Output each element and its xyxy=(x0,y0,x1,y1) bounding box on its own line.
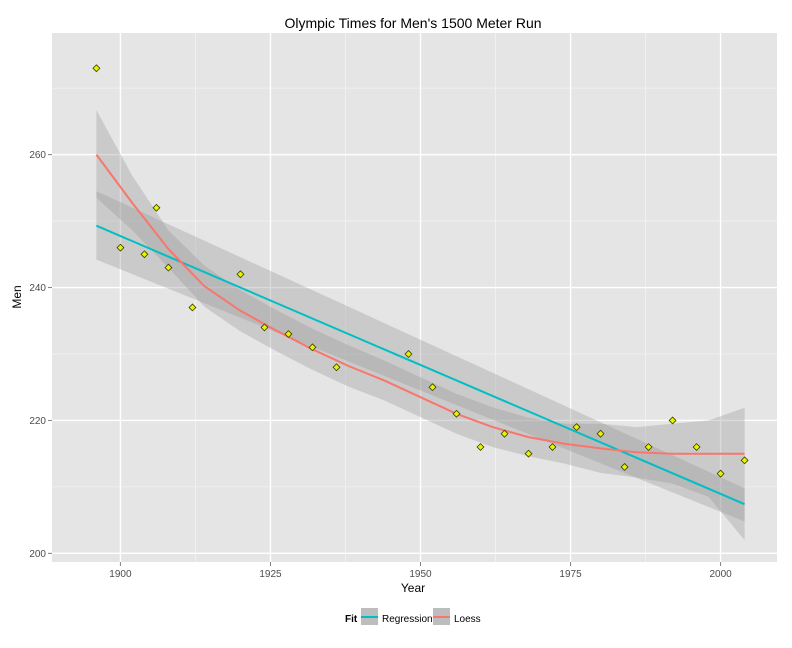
data-point xyxy=(452,409,461,418)
chart-title: Olympic Times for Men's 1500 Meter Run xyxy=(284,15,541,31)
line-loess xyxy=(95,154,745,455)
data-point xyxy=(572,423,581,432)
legend-label-regression: Regression xyxy=(382,614,433,625)
data-point xyxy=(644,443,653,451)
line-regression xyxy=(96,224,745,506)
data-point xyxy=(476,443,485,451)
x-tick-label: 1900 xyxy=(109,569,132,580)
data-point xyxy=(692,443,701,451)
x-tick-label: 1975 xyxy=(559,569,582,580)
y-tick-label: 260 xyxy=(29,150,46,161)
data-point xyxy=(548,443,557,451)
y-tick-label: 240 xyxy=(29,283,46,294)
x-tick-label: 2000 xyxy=(709,569,732,580)
plot-panel xyxy=(52,33,777,562)
data-point xyxy=(164,263,173,272)
ribbon-regression xyxy=(96,191,745,522)
fit-lines xyxy=(95,154,745,506)
data-point xyxy=(260,323,269,332)
data-point xyxy=(332,363,341,372)
data-point xyxy=(716,469,725,478)
data-point xyxy=(236,270,245,279)
data-point xyxy=(524,449,533,458)
y-axis-title: Men xyxy=(10,285,24,308)
data-point xyxy=(188,303,197,312)
data-point xyxy=(668,416,677,425)
data-point xyxy=(140,250,149,259)
y-axis: 200 220 240 260 xyxy=(29,150,52,560)
grid-minor xyxy=(52,33,777,562)
data-point xyxy=(740,456,749,465)
data-point xyxy=(500,429,509,438)
legend: Fit Regression Loess xyxy=(345,608,481,625)
y-tick-label: 200 xyxy=(29,549,46,560)
data-point xyxy=(308,343,317,352)
x-axis-title: Year xyxy=(401,581,425,595)
data-point xyxy=(404,350,413,358)
data-points xyxy=(92,64,749,478)
ribbon-loess xyxy=(96,110,745,541)
data-point xyxy=(620,463,629,471)
data-point xyxy=(284,330,293,339)
confidence-ribbons xyxy=(96,110,745,541)
legend-key-loess xyxy=(433,608,450,625)
data-point xyxy=(92,64,101,73)
legend-label-loess: Loess xyxy=(454,614,481,625)
data-point xyxy=(116,243,125,252)
grid-major xyxy=(52,33,777,562)
y-tick-label: 220 xyxy=(29,416,46,427)
x-tick-label: 1950 xyxy=(409,569,432,580)
data-point xyxy=(152,203,161,212)
x-axis: 1900 1925 1950 1975 2000 xyxy=(109,562,732,580)
data-point xyxy=(428,383,437,392)
legend-title: Fit xyxy=(345,614,358,625)
data-point xyxy=(596,429,605,438)
x-tick-label: 1925 xyxy=(259,569,282,580)
legend-key-regression xyxy=(361,608,378,625)
